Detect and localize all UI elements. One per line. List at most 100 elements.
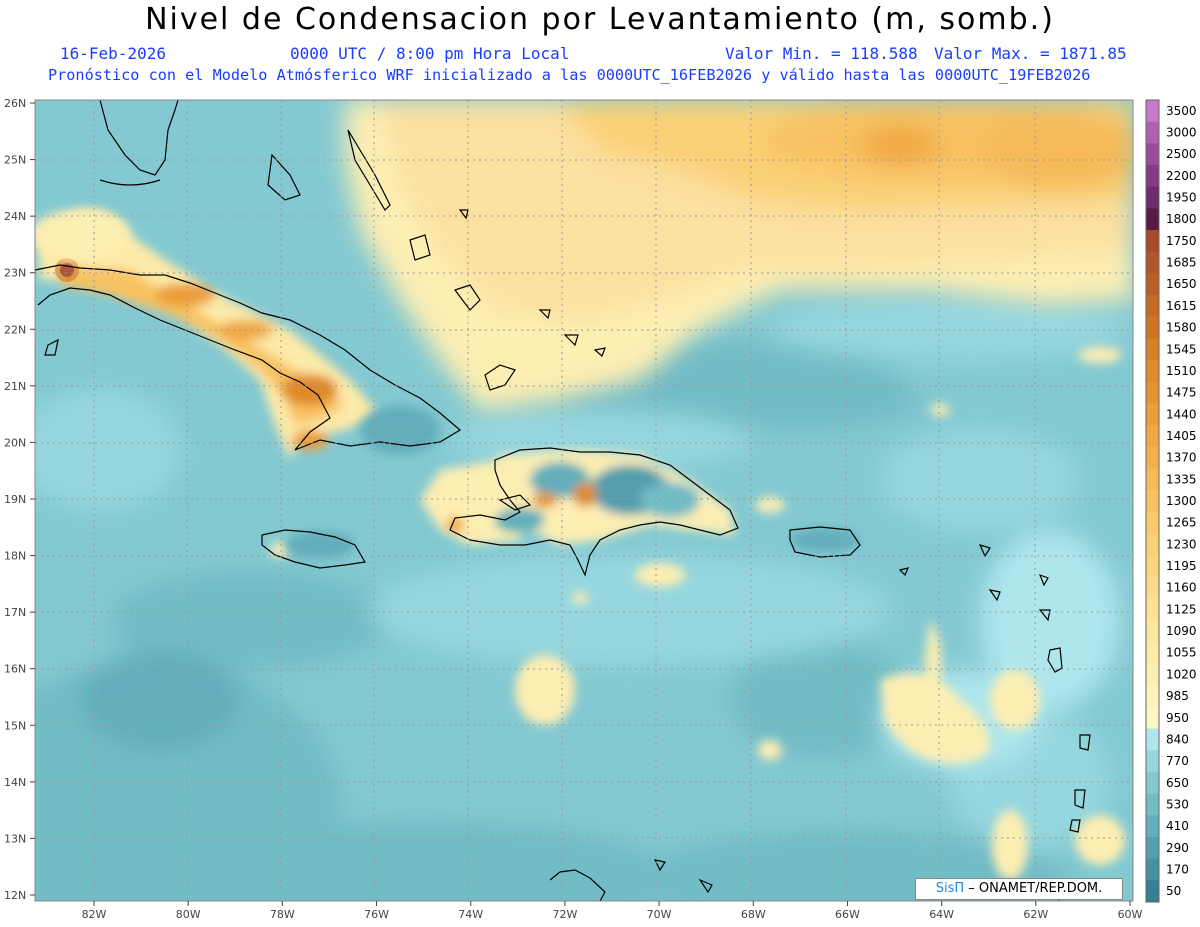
colorbar-swatch [1146, 815, 1159, 838]
colorbar-label: 290 [1166, 841, 1189, 855]
colorbar-label: 1750 [1166, 234, 1197, 248]
colorbar-label: 1335 [1166, 472, 1197, 486]
lat-label: 26N [4, 97, 26, 110]
lat-label: 24N [4, 210, 26, 223]
colorbar-swatch [1146, 576, 1159, 600]
colorbar-label: 2500 [1166, 147, 1197, 161]
colorbar-swatch [1146, 685, 1159, 708]
lat-label: 16N [4, 663, 26, 676]
colorbar-swatch [1146, 208, 1159, 231]
colorbar-swatch [1146, 316, 1159, 339]
colorbar-label: 1510 [1166, 364, 1197, 378]
credit-box: SisΠ – ONAMET/REP.DOM. [915, 878, 1123, 900]
sispi-logo-text: SisΠ [935, 881, 965, 896]
latitude-axis: 26N 25N 24N 23N 22N 21N 20N 19N 18N 17N 16N 15N 14N 1… [4, 97, 35, 902]
colorbar-swatch [1146, 511, 1159, 535]
colorbar-swatch [1146, 143, 1159, 166]
colorbar-swatch [1146, 338, 1159, 361]
colorbar-label: 1195 [1166, 559, 1197, 573]
credit-text: – ONAMET/REP.DOM. [968, 881, 1103, 896]
colorbar-label: 840 [1166, 732, 1189, 746]
colorbar-label: 3500 [1166, 104, 1197, 118]
colorbar-swatch [1146, 836, 1159, 860]
colorbar-label: 1545 [1166, 342, 1197, 356]
colorbar-label: 1160 [1166, 581, 1197, 595]
lon-label: 80W [176, 908, 201, 921]
colorbar-swatch [1146, 186, 1159, 209]
lat-label: 15N [4, 719, 26, 732]
colorbar-swatch [1146, 446, 1159, 469]
lon-label: 72W [552, 908, 577, 921]
colorbar-swatch [1146, 230, 1159, 253]
colorbar-swatch [1146, 273, 1159, 296]
colorbar-label: 1950 [1166, 191, 1197, 205]
map-frame [34, 99, 1134, 902]
colorbar-swatch [1146, 490, 1159, 513]
lat-label: 18N [4, 550, 26, 563]
colorbar-label: 530 [1166, 797, 1189, 811]
lat-label: 22N [4, 323, 26, 336]
time-label: 0000 UTC / 8:00 pm Hora Local [290, 44, 570, 63]
colorbar-label: 1615 [1166, 299, 1197, 313]
colorbar-label: 1230 [1166, 537, 1197, 551]
colorbar-label: 1580 [1166, 321, 1197, 335]
colorbar-swatch [1146, 468, 1159, 491]
lat-label: 17N [4, 606, 26, 619]
colorbar-swatch [1146, 598, 1159, 621]
lcl-shaded-field [35, 100, 1133, 901]
colorbar-swatch [1146, 858, 1159, 881]
colorbar-swatch [1146, 295, 1159, 318]
colorbar-swatch [1146, 360, 1159, 383]
colorbar-swatch [1146, 165, 1159, 188]
colorbar-label: 1020 [1166, 667, 1197, 681]
colorbar-label: 1055 [1166, 646, 1197, 660]
longitude-axis: 82W 80W 78W 76W 74W 72W 70W 68W 66W 64W 62W 60W [82, 901, 1143, 921]
lon-label: 64W [929, 908, 954, 921]
lat-label: 12N [4, 889, 26, 902]
colorbar-frame [1145, 99, 1160, 903]
colorbar-label: 1440 [1166, 407, 1197, 421]
colorbar-label: 2200 [1166, 169, 1197, 183]
max-value-label: Valor Max. = 1871.85 [934, 44, 1127, 63]
lat-label: 25N [4, 154, 26, 167]
colorbar-label: 985 [1166, 689, 1189, 703]
colorbar-label: 1125 [1166, 602, 1197, 616]
graticule [35, 100, 1133, 901]
lon-label: 70W [647, 908, 672, 921]
colorbar-swatch [1146, 771, 1159, 795]
colorbar-label: 1475 [1166, 386, 1197, 400]
colorbar-label: 650 [1166, 776, 1189, 790]
lon-label: 76W [364, 908, 389, 921]
lon-label: 78W [270, 908, 295, 921]
colorbar-label: 1090 [1166, 624, 1197, 638]
lat-label: 20N [4, 436, 26, 449]
colorbar-swatch [1146, 533, 1159, 556]
colorbar-swatch [1146, 620, 1159, 643]
colorbar-label: 1300 [1166, 494, 1197, 508]
colorbar-swatch [1146, 555, 1159, 578]
lon-label: 74W [458, 908, 483, 921]
colorbar-swatch [1146, 880, 1159, 903]
colorbar-swatch [1146, 100, 1159, 123]
colorbar-swatch [1146, 121, 1159, 144]
colorbar-label: 3000 [1166, 126, 1197, 140]
colorbar-label: 1370 [1166, 451, 1197, 465]
colorbar-swatch [1146, 706, 1159, 730]
forecast-description: Pronóstico con el Modelo Atmósferico WRF… [48, 66, 1091, 84]
lon-label: 60W [1118, 908, 1143, 921]
colorbar-swatch [1146, 793, 1159, 816]
colorbar-legend: 3500 3000 2500 2200 1950 1800 1750 1685 1650 1615… [1145, 99, 1197, 903]
colorbar-label: 950 [1166, 711, 1189, 725]
map-title: Nivel de Condensacion por Levantamiento … [145, 2, 1055, 37]
colorbar-label: 1265 [1166, 516, 1197, 530]
colorbar-label: 1685 [1166, 256, 1197, 270]
colorbar-label: 1405 [1166, 429, 1197, 443]
lat-label: 23N [4, 267, 26, 280]
colorbar-swatch [1146, 728, 1159, 751]
colorbar-label: 1650 [1166, 277, 1197, 291]
date-label: 16-Feb-2026 [60, 44, 166, 63]
lat-label: 19N [4, 493, 26, 506]
lon-label: 82W [82, 908, 107, 921]
lon-label: 68W [741, 908, 766, 921]
